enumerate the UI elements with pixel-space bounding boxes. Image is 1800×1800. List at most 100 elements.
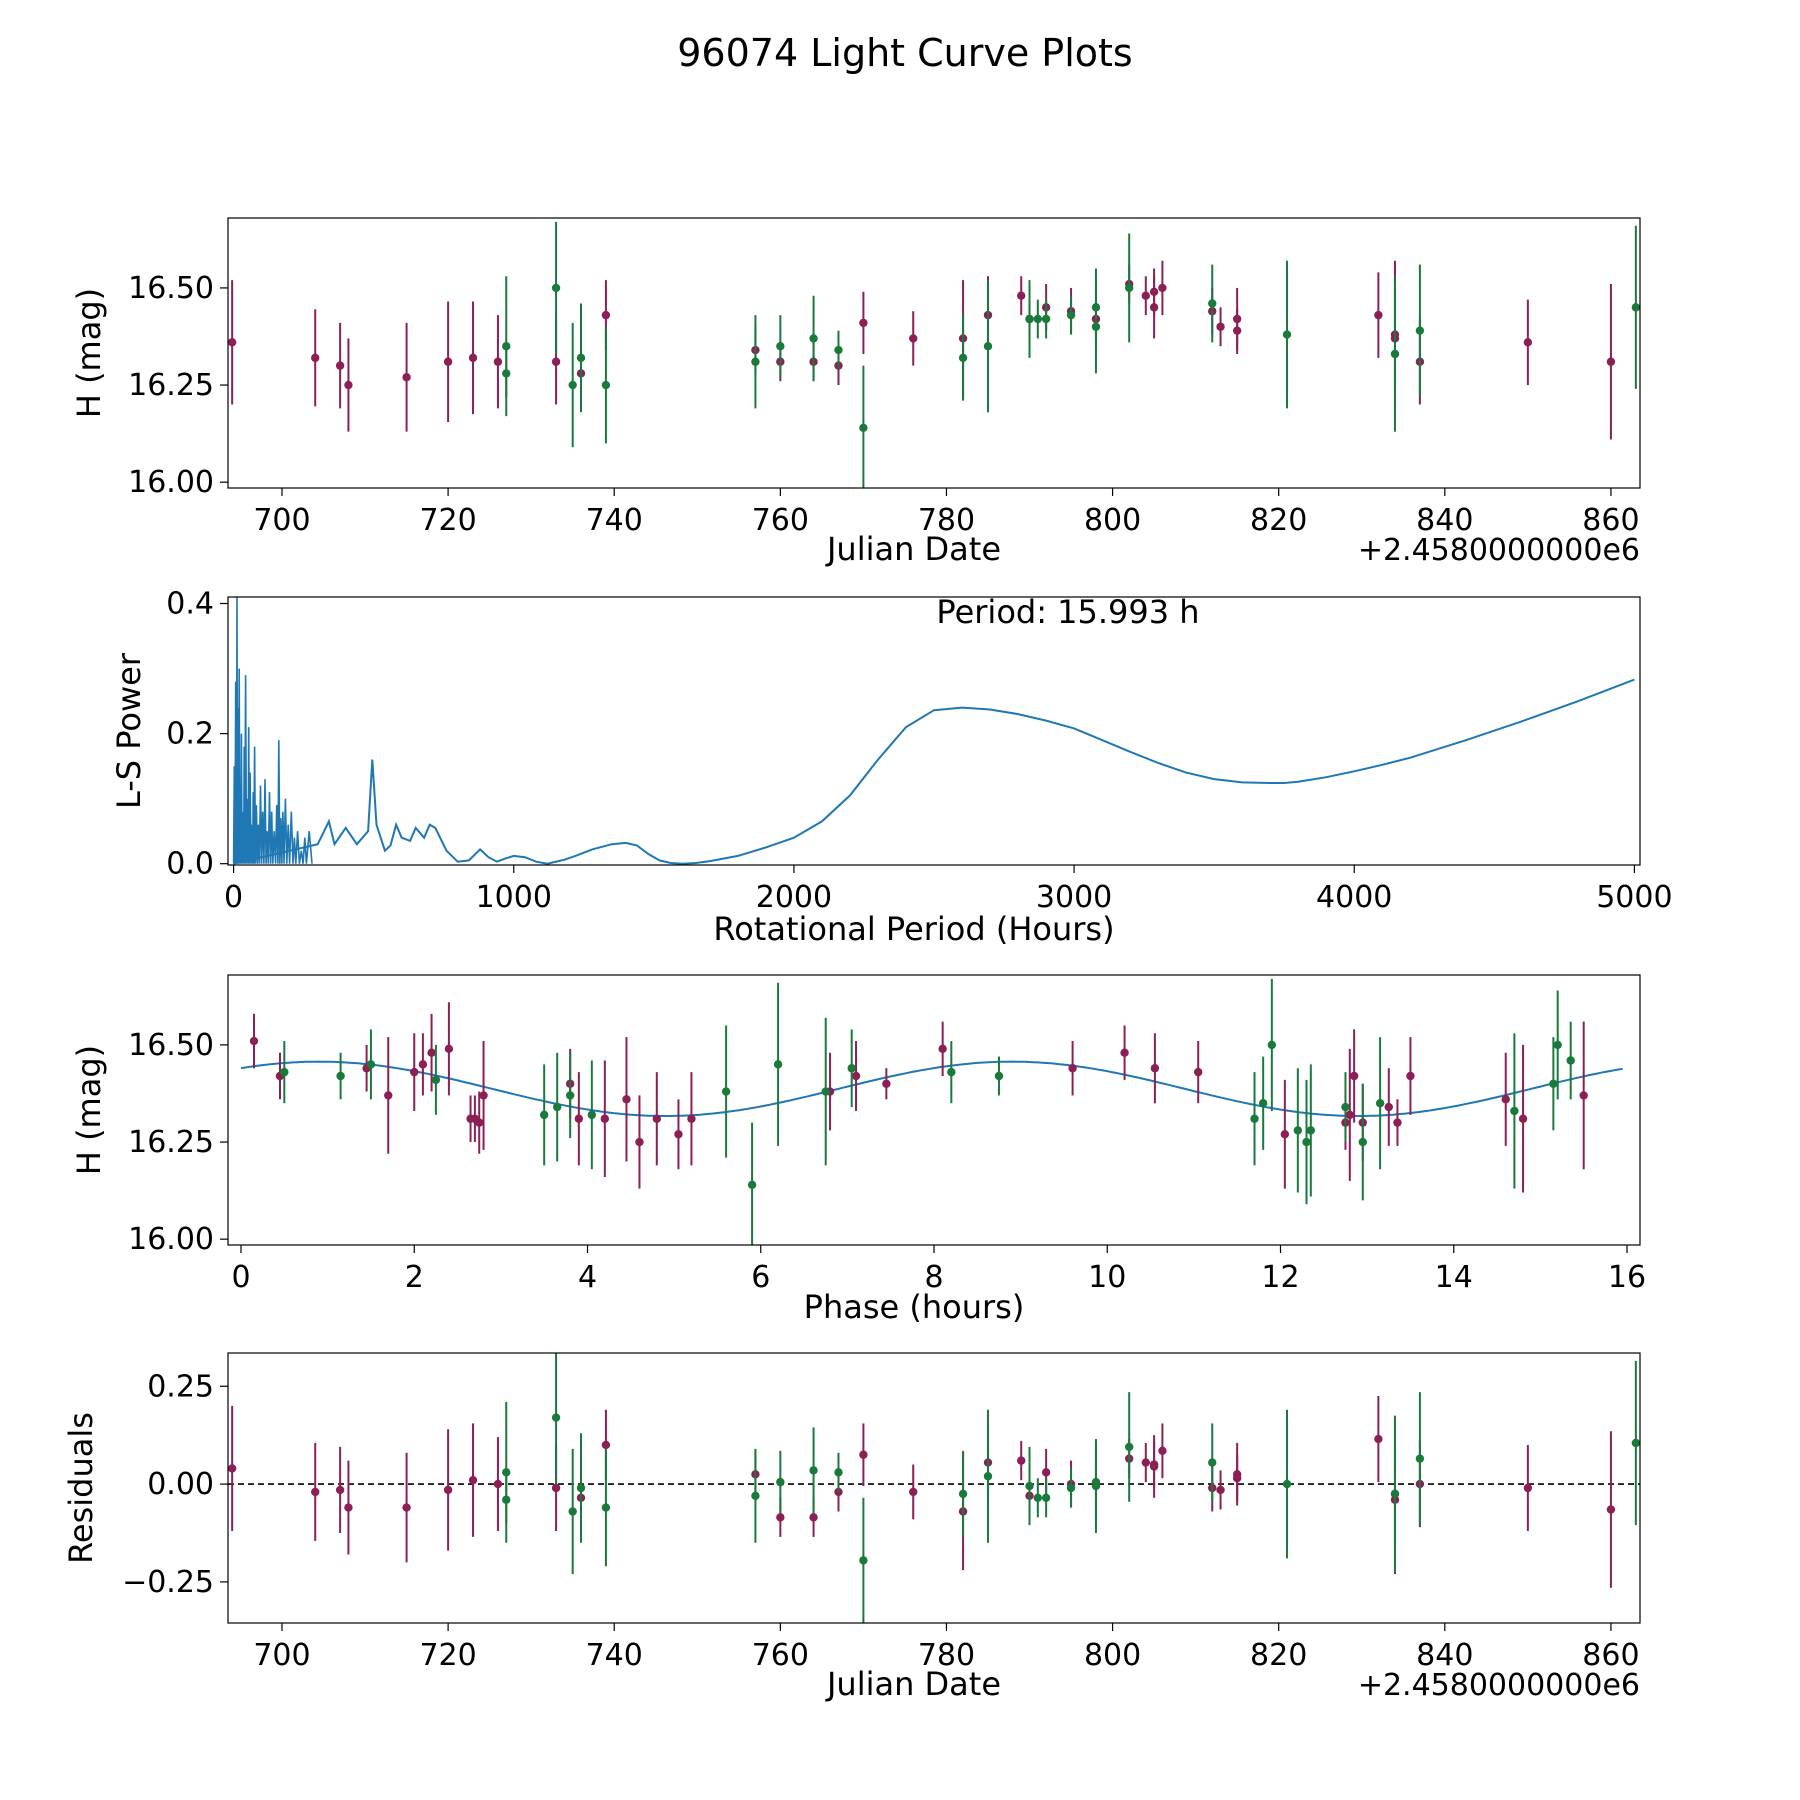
data-point [1579, 1091, 1588, 1100]
data-point [311, 1487, 320, 1497]
period-annotation: Period: 15.993 h [936, 593, 1199, 631]
data-point [1415, 1454, 1425, 1463]
y-tick-label: 0.00 [147, 1467, 214, 1502]
data-point [431, 1075, 441, 1085]
data-point [1141, 291, 1151, 300]
data-point [1293, 1126, 1303, 1135]
data-point [1068, 1064, 1077, 1073]
data-point [1124, 1442, 1134, 1452]
x-tick-label: 5000 [1596, 880, 1672, 915]
x-tick-label: 760 [752, 1638, 809, 1673]
data-point [1523, 338, 1533, 347]
data-point [502, 1468, 511, 1477]
x-tick-label: 14 [1435, 1260, 1473, 1295]
data-point [1501, 1095, 1510, 1104]
x-tick-label: 860 [1582, 1638, 1639, 1673]
data-point [1282, 330, 1292, 339]
data-point [344, 1503, 353, 1512]
series-g [502, 1353, 1640, 1623]
x-tick-label: 720 [419, 503, 476, 538]
data-point [983, 342, 993, 351]
data-point [834, 345, 843, 355]
x-tick-label: 0 [231, 1260, 250, 1295]
data-point [1606, 357, 1616, 366]
data-point [444, 1044, 454, 1054]
data-point [1017, 291, 1026, 300]
data-point [384, 1091, 393, 1100]
data-point [228, 1464, 237, 1473]
data-point [1631, 1438, 1640, 1448]
data-point [1120, 1048, 1129, 1057]
data-point [821, 1087, 830, 1096]
x-tick-label: 800 [1084, 1638, 1141, 1673]
data-point [1282, 1479, 1292, 1489]
data-point [751, 1491, 760, 1501]
data-point [1017, 1456, 1026, 1465]
data-point [576, 1483, 586, 1493]
figure-title: 96074 Light Curve Plots [677, 31, 1132, 75]
data-point [747, 1180, 757, 1189]
x-tick-label: 3000 [1036, 880, 1112, 915]
panel-lightcurve: 700 720 740 760 780 800 820 840 860 16.00 16.25 16.… [70, 217, 1641, 568]
data-point [443, 1485, 453, 1495]
data-point [587, 1110, 597, 1120]
x-axis-label: Julian Date [825, 530, 1001, 568]
data-point [1280, 1130, 1290, 1139]
y-tick-label: 16.25 [128, 368, 214, 403]
data-point [568, 1507, 577, 1516]
data-point [600, 1114, 610, 1123]
plot-area [228, 221, 1640, 488]
data-point [1406, 1071, 1415, 1081]
data-point [859, 1450, 868, 1459]
data-point [1358, 1137, 1367, 1147]
x-tick-label: 4 [578, 1260, 597, 1295]
data-point [1041, 1468, 1051, 1477]
data-point [1384, 1102, 1393, 1112]
data-point [1549, 1079, 1558, 1088]
y-tick-label: 0.0 [166, 847, 214, 882]
data-point [1606, 1505, 1616, 1514]
data-point [1208, 1458, 1217, 1467]
data-point [859, 423, 868, 432]
data-point [574, 1114, 584, 1123]
x-tick-label: 10 [1088, 1260, 1126, 1295]
y-tick-label: 16.25 [128, 1125, 214, 1160]
axes-frame [227, 974, 1641, 1246]
x-tick-label: 840 [1416, 1638, 1473, 1673]
data-point [652, 1114, 661, 1123]
x-axis-label: Phase (hours) [804, 1288, 1025, 1326]
panel-residuals: 700 720 740 760 780 800 820 840 860 −0.25 0.00 0.25… [62, 1352, 1641, 1703]
x-tick-label: 760 [752, 503, 809, 538]
x-offset-label: +2.4580000000e6 [1358, 533, 1640, 568]
data-point [1341, 1102, 1350, 1112]
plot-area [228, 1353, 1640, 1623]
plot-area [240, 978, 1623, 1245]
data-point [601, 1440, 611, 1450]
data-point [1208, 299, 1217, 308]
data-point [847, 1064, 856, 1073]
data-point [493, 1479, 503, 1489]
data-point [502, 1495, 511, 1504]
data-point [958, 1489, 968, 1499]
data-point [402, 373, 411, 382]
x-tick-label: 6 [751, 1260, 770, 1295]
y-axis-label: H (mag) [70, 1045, 108, 1175]
data-point [1267, 1040, 1277, 1050]
data-point [475, 1118, 484, 1127]
data-point [1374, 1434, 1383, 1444]
y-axis-label: Residuals [62, 1412, 100, 1564]
data-point [1141, 1458, 1151, 1467]
data-point [1258, 1099, 1268, 1108]
x-tick-label: 800 [1084, 503, 1141, 538]
x-tick-label: 720 [419, 1638, 476, 1673]
data-point [1194, 1067, 1203, 1077]
data-point [1091, 1477, 1101, 1487]
data-point [551, 1483, 561, 1493]
data-point [776, 1513, 785, 1522]
x-offset-label: +2.4580000000e6 [1358, 1668, 1640, 1703]
data-point [311, 353, 320, 363]
data-point [1033, 1493, 1043, 1502]
data-point [1149, 287, 1159, 297]
data-point [1216, 1485, 1225, 1495]
